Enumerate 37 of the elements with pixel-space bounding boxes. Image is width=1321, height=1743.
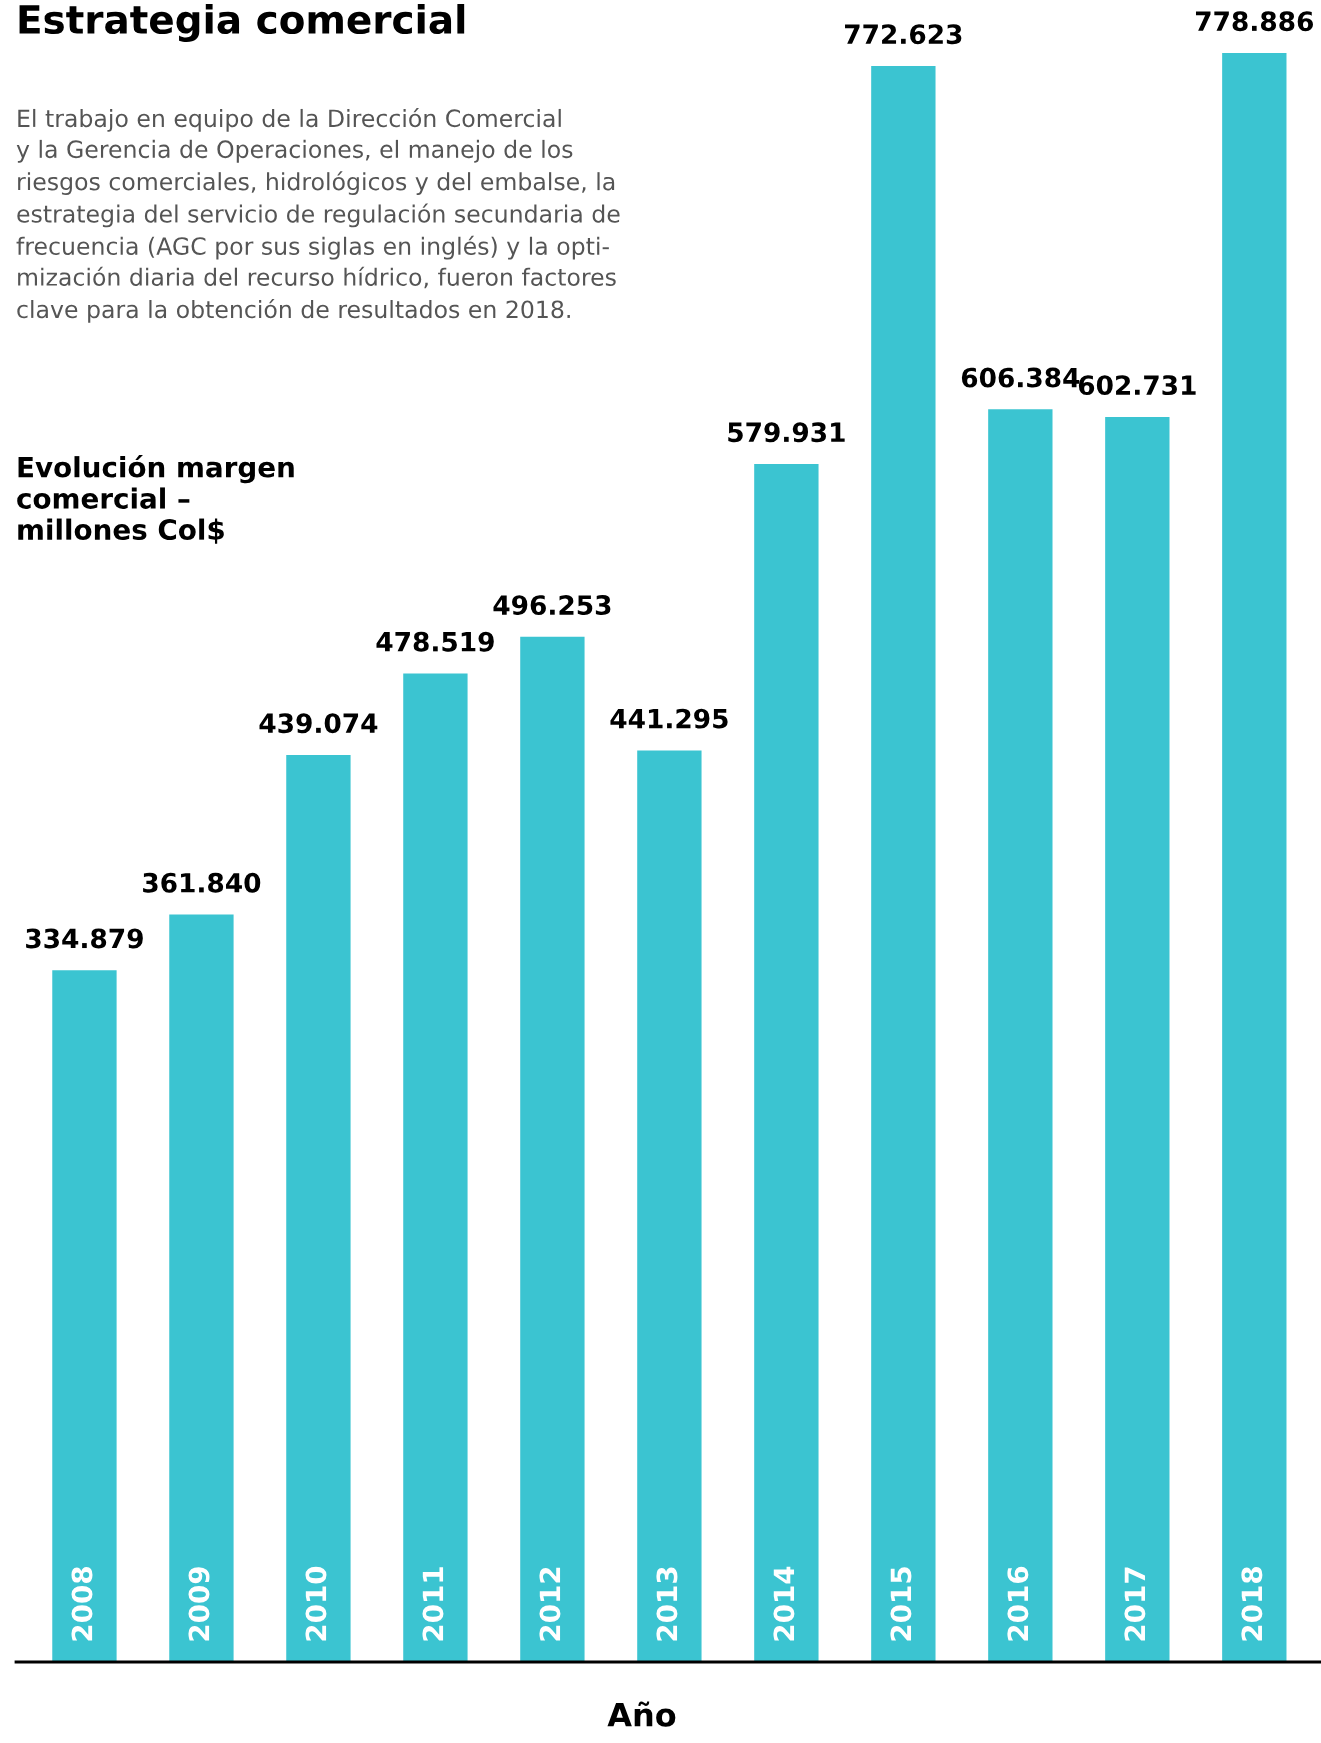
data-label: 478.519 xyxy=(376,631,494,652)
chart-title: Estrategia comercial xyxy=(19,4,465,42)
x-tick-label: 2017 xyxy=(1124,1567,1146,1641)
data-label: 602.731 xyxy=(1078,375,1196,396)
x-tick-label: 2008 xyxy=(71,1567,93,1641)
bar xyxy=(1105,416,1170,1662)
x-axis-title: Año xyxy=(607,1701,676,1727)
x-tick-label: 2018 xyxy=(1241,1567,1263,1641)
data-label: 361.840 xyxy=(143,872,261,893)
x-tick-label: 2010 xyxy=(305,1566,327,1641)
annotation: El trabajo en equipo de la Dirección Comercial y la Gerencia de Operaciones, el manejo de los riesgos comerciales, hidrológicos y del embalse, la estrategia del servicio de regulación secundaria de frecuencia (AGC por sus siglas en inglés) y la opti- mización diaria del recurso hídrico, fueron factores clave para la obtención de resultados en 2018. xyxy=(16,108,620,323)
data-label: 441.295 xyxy=(610,708,728,729)
x-tick-label: 2009 xyxy=(188,1567,210,1641)
data-label: 772.623 xyxy=(845,24,962,45)
bar xyxy=(637,750,702,1662)
bar xyxy=(403,673,468,1662)
bar xyxy=(520,636,585,1662)
data-label: 579.931 xyxy=(728,422,845,443)
x-tick-label: 2014 xyxy=(773,1566,795,1641)
y-axis-title: Evolución margen comercial – millones Col$ xyxy=(17,455,294,544)
data-label: 439.074 xyxy=(259,713,378,734)
x-tick-label: 2016 xyxy=(1007,1566,1029,1641)
data-label: 496.253 xyxy=(493,595,611,616)
bar xyxy=(52,970,117,1662)
x-tick-label: 2015 xyxy=(890,1567,912,1641)
x-tick-label: 2011 xyxy=(422,1567,444,1641)
bar xyxy=(988,409,1053,1662)
data-label: 606.384 xyxy=(961,367,1080,388)
data-label: 778.886 xyxy=(1195,11,1313,32)
x-tick-label: 2013 xyxy=(656,1567,678,1641)
bar xyxy=(286,754,351,1662)
x-tick-label: 2012 xyxy=(539,1567,561,1641)
bar xyxy=(169,914,234,1662)
data-label: 334.879 xyxy=(26,928,143,949)
bar xyxy=(871,65,936,1662)
bar xyxy=(754,464,819,1662)
bar xyxy=(1222,53,1287,1662)
